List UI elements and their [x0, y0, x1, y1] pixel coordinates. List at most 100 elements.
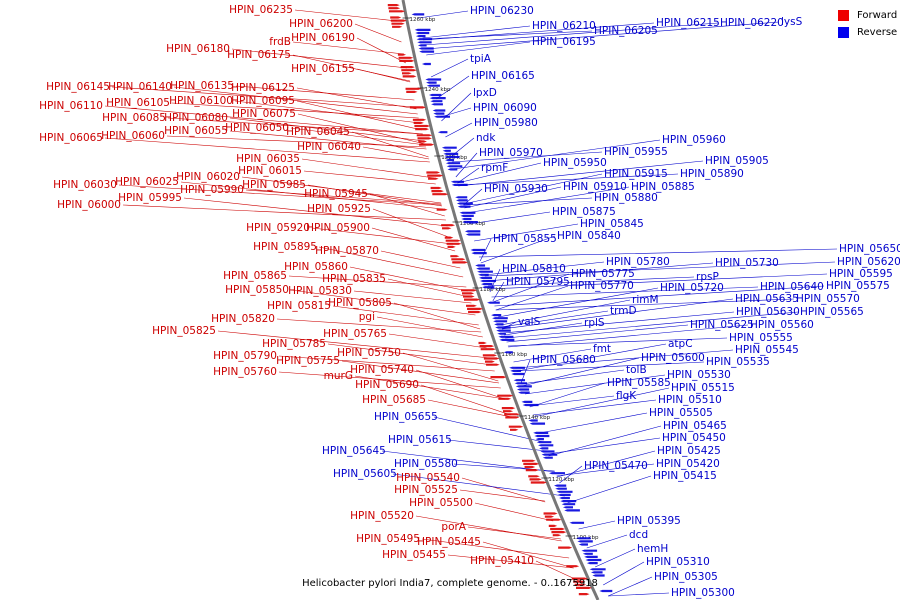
- gene-label-hpin-05775[interactable]: HPIN_05775: [571, 268, 635, 280]
- gene-label-tpia[interactable]: tpiA: [470, 53, 492, 65]
- gene-label-hpin-05415[interactable]: HPIN_05415: [653, 470, 717, 482]
- gene-label-hpin-05465[interactable]: HPIN_05465: [663, 420, 727, 432]
- gene-label-hpin-05535[interactable]: HPIN_05535: [706, 356, 770, 368]
- gene-label-hpin-05730[interactable]: HPIN_05730: [715, 257, 779, 269]
- gene-label-hpin-05655[interactable]: HPIN_05655: [374, 411, 438, 423]
- gene-label-hpin-06000[interactable]: HPIN_06000: [57, 199, 121, 211]
- gene-label-hpin-05790[interactable]: HPIN_05790: [213, 350, 277, 362]
- gene-label-hpin-05915[interactable]: HPIN_05915: [604, 168, 668, 180]
- gene-label-tolb[interactable]: tolB: [626, 364, 647, 376]
- gene-label-hpin-06220[interactable]: HPIN_06220: [720, 17, 784, 29]
- gene-label-hpin-05645[interactable]: HPIN_05645: [322, 445, 386, 457]
- gene-label-rpls[interactable]: rplS: [584, 317, 605, 329]
- gene-label-hpin-05690[interactable]: HPIN_05690: [355, 379, 419, 391]
- gene-label-hpin-05505[interactable]: HPIN_05505: [649, 407, 713, 419]
- gene-label-hpin-05825[interactable]: HPIN_05825: [152, 325, 216, 337]
- gene-label-hpin-05780[interactable]: HPIN_05780: [606, 256, 670, 268]
- gene-label-hpin-06080[interactable]: HPIN_06080: [164, 112, 228, 124]
- gene-label-hpin-06090[interactable]: HPIN_06090: [473, 102, 537, 114]
- gene-label-hpin-06050[interactable]: HPIN_06050: [225, 122, 289, 134]
- gene-label-hpin-05755[interactable]: HPIN_05755: [276, 355, 340, 367]
- gene-label-hpin-06015[interactable]: HPIN_06015: [238, 165, 302, 177]
- gene-label-hpin-05595[interactable]: HPIN_05595: [829, 268, 893, 280]
- gene-label-hpin-05545[interactable]: HPIN_05545: [735, 344, 799, 356]
- gene-label-hpin-06025[interactable]: HPIN_06025: [115, 176, 179, 188]
- gene-label-hpin-05990[interactable]: HPIN_05990: [180, 184, 244, 196]
- gene-label-hpin-05910[interactable]: HPIN_05910: [563, 181, 627, 193]
- gene-label-hpin-05960[interactable]: HPIN_05960: [662, 134, 726, 146]
- gene-label-hpin-05985[interactable]: HPIN_05985: [242, 179, 306, 191]
- gene-label-hpin-05620[interactable]: HPIN_05620: [837, 256, 900, 268]
- gene-label-hpin-05870[interactable]: HPIN_05870: [315, 245, 379, 257]
- gene-label-rimm[interactable]: rimM: [632, 294, 659, 306]
- gene-label-hpin-05905[interactable]: HPIN_05905: [705, 155, 769, 167]
- gene-label-ndk[interactable]: ndk: [476, 132, 496, 144]
- gene-label-hpin-05995[interactable]: HPIN_05995: [118, 192, 182, 204]
- gene-label-hpin-06075[interactable]: HPIN_06075: [232, 108, 296, 120]
- gene-label-hpin-06165[interactable]: HPIN_06165: [471, 70, 535, 82]
- gene-label-hpin-05570[interactable]: HPIN_05570: [796, 293, 860, 305]
- gene-label-hpin-05895[interactable]: HPIN_05895: [253, 241, 317, 253]
- gene-label-hpin-05770[interactable]: HPIN_05770: [570, 280, 634, 292]
- gene-label-flgk[interactable]: flgK: [616, 390, 637, 402]
- gene-label-hpin-05945[interactable]: HPIN_05945: [304, 188, 368, 200]
- gene-label-hpin-05525[interactable]: HPIN_05525: [394, 484, 458, 496]
- gene-label-hpin-05680[interactable]: HPIN_05680: [532, 354, 596, 366]
- gene-label-frdb[interactable]: frdB: [269, 36, 291, 48]
- gene-label-hpin-05540[interactable]: HPIN_05540: [396, 472, 460, 484]
- gene-label-hpin-05605[interactable]: HPIN_05605: [333, 468, 397, 480]
- gene-label-hpin-05410[interactable]: HPIN_05410: [470, 555, 534, 567]
- gene-label-hpin-05515[interactable]: HPIN_05515: [671, 382, 735, 394]
- gene-label-hpin-05805[interactable]: HPIN_05805: [328, 297, 392, 309]
- gene-label-hpin-05560[interactable]: HPIN_05560: [750, 319, 814, 331]
- gene-label-hpin-05815[interactable]: HPIN_05815: [267, 300, 331, 312]
- gene-label-hpin-05920[interactable]: HPIN_05920: [246, 222, 310, 234]
- gene-label-lpxd[interactable]: lpxD: [473, 87, 497, 99]
- gene-label-hpin-06190[interactable]: HPIN_06190: [291, 32, 355, 44]
- gene-label-hpin-05520[interactable]: HPIN_05520: [350, 510, 414, 522]
- gene-label-hpin-05865[interactable]: HPIN_05865: [223, 270, 287, 282]
- gene-label-hpin-05810[interactable]: HPIN_05810: [502, 263, 566, 275]
- gene-label-hpin-05840[interactable]: HPIN_05840: [557, 230, 621, 242]
- gene-label-hpin-05720[interactable]: HPIN_05720: [660, 282, 724, 294]
- gene-label-hpin-05580[interactable]: HPIN_05580: [394, 458, 458, 470]
- gene-label-hpin-06200[interactable]: HPIN_06200: [289, 18, 353, 30]
- gene-label-hpin-05600[interactable]: HPIN_05600: [641, 352, 705, 364]
- gene-label-hpin-06060[interactable]: HPIN_06060: [101, 130, 165, 142]
- gene-label-hpin-05450[interactable]: HPIN_05450: [662, 432, 726, 444]
- gene-label-hpin-06045[interactable]: HPIN_06045: [286, 126, 350, 138]
- gene-label-hemh[interactable]: hemH: [637, 543, 668, 555]
- gene-label-hpin-05835[interactable]: HPIN_05835: [322, 273, 386, 285]
- gene-label-hpin-05420[interactable]: HPIN_05420: [656, 458, 720, 470]
- gene-label-hpin-06135[interactable]: HPIN_06135: [170, 80, 234, 92]
- gene-label-hpin-05845[interactable]: HPIN_05845: [580, 218, 644, 230]
- gene-label-hpin-05820[interactable]: HPIN_05820: [211, 313, 275, 325]
- gene-label-hpin-05425[interactable]: HPIN_05425: [657, 445, 721, 457]
- gene-label-murg[interactable]: murG: [324, 370, 353, 382]
- gene-label-hpin-05555[interactable]: HPIN_05555: [729, 332, 793, 344]
- gene-label-rpmf[interactable]: rpmF: [481, 162, 508, 174]
- gene-label-hpin-06145[interactable]: HPIN_06145: [46, 81, 110, 93]
- gene-label-hpin-05760[interactable]: HPIN_05760: [213, 366, 277, 378]
- gene-label-pgi[interactable]: pgi: [359, 311, 375, 323]
- gene-label-hpin-05740[interactable]: HPIN_05740: [350, 364, 414, 376]
- gene-label-hpin-05750[interactable]: HPIN_05750: [337, 347, 401, 359]
- gene-label-hpin-05880[interactable]: HPIN_05880: [594, 192, 658, 204]
- gene-label-hpin-05785[interactable]: HPIN_05785: [262, 338, 326, 350]
- gene-label-hpin-06140[interactable]: HPIN_06140: [108, 81, 172, 93]
- gene-label-hpin-06095[interactable]: HPIN_06095: [231, 95, 295, 107]
- gene-label-hpin-06125[interactable]: HPIN_06125: [231, 82, 295, 94]
- gene-label-vals[interactable]: valS: [518, 316, 541, 328]
- gene-label-hpin-05685[interactable]: HPIN_05685: [362, 394, 426, 406]
- gene-label-hpin-05585[interactable]: HPIN_05585: [607, 377, 671, 389]
- gene-label-trmd[interactable]: trmD: [610, 305, 637, 317]
- gene-label-hpin-05900[interactable]: HPIN_05900: [306, 222, 370, 234]
- gene-label-hpin-06020[interactable]: HPIN_06020: [176, 171, 240, 183]
- gene-label-hpin-05955[interactable]: HPIN_05955: [604, 146, 668, 158]
- gene-label-dcd[interactable]: dcd: [629, 529, 648, 541]
- gene-label-hpin-06205[interactable]: HPIN_06205: [594, 25, 658, 37]
- gene-label-hpin-05765[interactable]: HPIN_05765: [323, 328, 387, 340]
- gene-label-hpin-06085[interactable]: HPIN_06085: [102, 112, 166, 124]
- gene-label-fmt[interactable]: fmt: [593, 343, 611, 355]
- gene-label-hpin-06035[interactable]: HPIN_06035: [236, 153, 300, 165]
